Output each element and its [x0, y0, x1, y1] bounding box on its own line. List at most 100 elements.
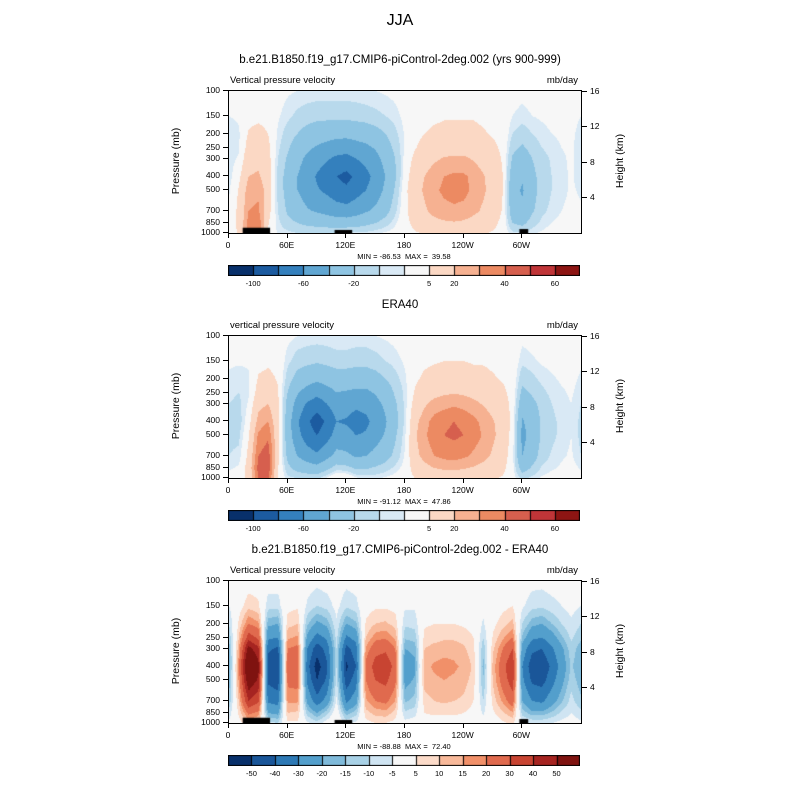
- pressure-tick-label: 1000: [201, 227, 220, 237]
- tick-mark: [223, 420, 228, 422]
- tick-mark: [223, 232, 228, 233]
- colorbar-tick-label: 30: [505, 769, 514, 778]
- tick-mark: [223, 90, 228, 91]
- panel-title: b.e21.B1850.f19_g17.CMIP6-piControl-2deg…: [239, 54, 561, 66]
- tick-mark: [223, 605, 228, 606]
- lon-tick-label: 120E: [335, 485, 356, 495]
- colorbar-tick-label: -30: [292, 769, 304, 778]
- tick-mark: [462, 234, 464, 238]
- pressure-tick-label: 200: [205, 127, 220, 138]
- lon-tick-label: 60W: [512, 240, 531, 250]
- pressure-tick-label: 300: [205, 152, 220, 163]
- stats-text: MIN = -88.88 MAX = 72.40: [357, 742, 451, 751]
- lon-tick-label: 0: [225, 240, 231, 250]
- tick-mark: [223, 175, 228, 177]
- height-tick-label: 12: [590, 366, 600, 377]
- colorbar-tick-label: 20: [450, 279, 459, 288]
- tick-mark: [582, 406, 587, 408]
- colorbar-tick-label: 5: [427, 524, 432, 533]
- pressure-tick-label: 1000: [201, 717, 220, 727]
- colorbar-canvas: [228, 265, 580, 276]
- pressure-tick-label: 400: [205, 415, 220, 426]
- colorbar-canvas: [228, 510, 580, 521]
- tick-mark: [404, 234, 405, 238]
- field-label: vertical pressure velocity: [230, 320, 335, 331]
- tick-mark: [286, 234, 288, 238]
- lon-tick-label: 0: [225, 730, 231, 740]
- pressure-tick-label: 150: [205, 355, 220, 365]
- tick-mark: [223, 335, 228, 336]
- colorbar-tick-label: 5: [427, 279, 432, 288]
- height-tick-label: 16: [590, 86, 600, 97]
- pressure-tick-label: 400: [205, 660, 220, 671]
- height-tick-label: 12: [590, 611, 600, 622]
- colorbar-tick-label: 10: [435, 769, 444, 778]
- pressure-tick-label: 850: [205, 706, 220, 717]
- panel-title: ERA40: [381, 299, 419, 311]
- tick-mark: [582, 686, 587, 688]
- colorbar-tick-label: -10: [363, 769, 375, 778]
- tick-mark: [228, 234, 229, 238]
- colorbar-tick-label: -100: [245, 524, 261, 533]
- pressure-tick-label: 150: [205, 110, 220, 120]
- tick-mark: [462, 724, 464, 728]
- colorbar-tick-label: 40: [500, 524, 509, 533]
- lon-tick-label: 120E: [335, 730, 356, 740]
- height-tick-label: 4: [590, 681, 595, 692]
- tick-mark: [582, 91, 587, 93]
- pressure-tick-label: 100: [205, 85, 220, 95]
- tick-mark: [223, 221, 228, 223]
- tick-mark: [582, 126, 587, 128]
- colorbar-tick-label: -5: [388, 769, 396, 778]
- omega-plot-canvas: [228, 580, 582, 724]
- tick-mark: [345, 724, 347, 728]
- lon-tick-label: 60E: [279, 240, 295, 250]
- tick-mark: [223, 402, 228, 404]
- tick-mark: [223, 210, 228, 211]
- tick-mark: [223, 189, 228, 191]
- stats-text: MIN = -86.53 MAX = 39.58: [357, 252, 451, 261]
- height-tick-label: 16: [590, 576, 600, 587]
- pressure-tick-label: 150: [205, 600, 220, 610]
- tick-mark: [228, 724, 229, 728]
- tick-mark: [223, 679, 228, 681]
- colorbar-tick-label: 60: [550, 279, 560, 288]
- colorbar-tick-label: 40: [500, 279, 509, 288]
- tick-mark: [223, 132, 228, 134]
- colorbar-tick-label: -20: [348, 279, 360, 288]
- colorbar-tick-label: -60: [298, 279, 309, 288]
- tick-mark: [582, 581, 587, 583]
- tick-mark: [582, 161, 587, 163]
- pressure-tick-label: 850: [205, 216, 220, 227]
- tick-mark: [582, 196, 587, 198]
- omega-plot-canvas: [228, 335, 582, 479]
- colorbar-tick-label: -50: [246, 769, 257, 778]
- pressure-tick-label: 500: [205, 184, 220, 195]
- lon-tick-label: 120W: [451, 730, 474, 740]
- omega-plot-canvas: [228, 90, 582, 234]
- tick-mark: [223, 477, 228, 478]
- tick-mark: [223, 391, 228, 393]
- pressure-tick-label: 250: [205, 631, 220, 642]
- tick-mark: [462, 479, 464, 483]
- tick-mark: [582, 651, 587, 653]
- tick-mark: [223, 665, 228, 667]
- colorbar-tick-label: -20: [316, 769, 328, 778]
- tick-mark: [404, 724, 405, 728]
- tick-mark: [223, 700, 228, 701]
- lon-tick-label: 180: [396, 485, 412, 495]
- tick-mark: [223, 377, 228, 379]
- height-tick-label: 8: [590, 156, 595, 167]
- field-label: Vertical pressure velocity: [230, 75, 336, 86]
- pressure-tick-label: 1000: [201, 472, 220, 482]
- lon-tick-label: 0: [225, 485, 231, 495]
- height-tick-label: 8: [590, 646, 595, 657]
- pressure-tick-label: 700: [205, 450, 220, 460]
- height-tick-label: 4: [590, 436, 595, 447]
- colorbar-tick-label: 5: [413, 769, 418, 778]
- stats-text: MIN = -91.12 MAX = 47.86: [357, 497, 451, 506]
- colorbar-tick-label: 15: [458, 769, 467, 778]
- lon-tick-label: 120W: [451, 240, 474, 250]
- colorbar-tick-label: 60: [550, 524, 560, 533]
- tick-mark: [521, 234, 523, 238]
